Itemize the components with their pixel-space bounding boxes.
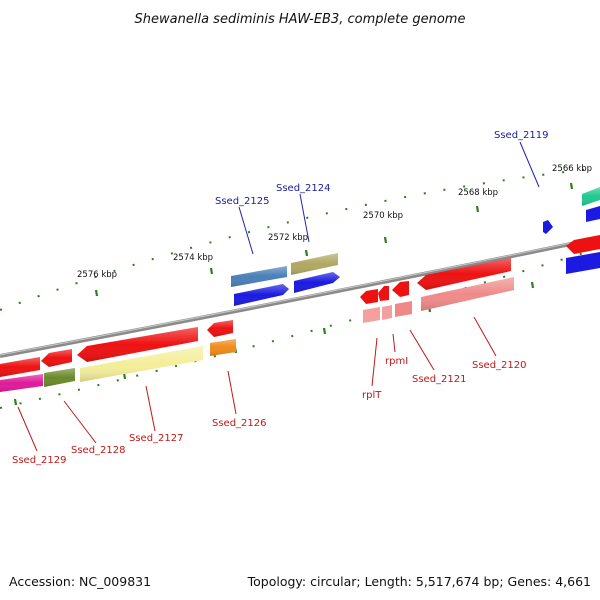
gene-edge-reverse-cds[interactable]	[566, 235, 600, 254]
gene-ssed-2124-cds[interactable]	[294, 272, 340, 293]
kbp-scale: 2576 kbp 2574 kbp 2572 kbp 2570 kbp 2568…	[77, 164, 592, 280]
kbp-label: 2576 kbp	[77, 270, 117, 280]
outer-tick-ring	[0, 167, 600, 311]
gene-ssed-2120-feature[interactable]	[421, 277, 514, 311]
gene-ssed-2125-feature[interactable]	[231, 266, 287, 287]
gene-ssed-2119-cds[interactable]	[543, 220, 553, 234]
gene-label-ssed-2124[interactable]: Ssed_2124	[276, 183, 331, 194]
gene-edge-reverse-feature[interactable]	[566, 252, 600, 274]
gene-ssed-2127-cds[interactable]	[77, 327, 198, 362]
gene-ssed-2121-cds[interactable]	[392, 281, 409, 297]
gene-ssed-2120-cds[interactable]	[417, 258, 511, 290]
gene-rplt-cds[interactable]	[360, 289, 378, 304]
gene-rplt-feature[interactable]	[363, 307, 380, 323]
accession-text: Accession: NC_009831	[9, 574, 151, 589]
gene-ssed-2129-cds[interactable]	[0, 357, 40, 377]
genome-summary-text: Topology: circular; Length: 5,517,674 bp…	[247, 574, 591, 589]
gene-ssed-2129-feature[interactable]	[0, 374, 43, 392]
kbp-label: 2568 kbp	[458, 188, 498, 198]
gene-label-rpmi[interactable]: rpmI	[385, 356, 408, 367]
gene-ssed-2127-feature[interactable]	[80, 346, 203, 382]
reverse-leader-lines	[17, 316, 497, 452]
gene-label-ssed-2129[interactable]: Ssed_2129	[12, 455, 67, 466]
gene-ssed-2125-cds[interactable]	[234, 284, 289, 306]
gene-label-ssed-2125[interactable]: Ssed_2125	[215, 196, 270, 207]
forward-leader-lines	[238, 141, 540, 255]
gene-label-rplt[interactable]: rplT	[362, 390, 382, 401]
kbp-label: 2572 kbp	[268, 233, 308, 243]
kbp-label: 2574 kbp	[173, 253, 213, 263]
gene-label-ssed-2128[interactable]: Ssed_2128	[71, 445, 126, 456]
gene-rpmi-feature[interactable]	[382, 305, 392, 320]
gene-label-ssed-2119[interactable]: Ssed_2119	[494, 130, 549, 141]
gene-edge-cds[interactable]	[586, 206, 600, 222]
map-title: Shewanella sediminis HAW-EB3, complete g…	[135, 12, 466, 27]
gene-ssed-2124-feature[interactable]	[291, 253, 338, 275]
gene-ssed-2126-feature[interactable]	[210, 339, 236, 356]
gene-ssed-2126-cds[interactable]	[207, 320, 233, 337]
gene-label-ssed-2121[interactable]: Ssed_2121	[412, 374, 467, 385]
genome-backbone	[0, 236, 600, 358]
gene-edge-feature[interactable]	[582, 187, 600, 206]
gene-ssed-2121-feature[interactable]	[395, 301, 412, 317]
gene-label-ssed-2126[interactable]: Ssed_2126	[212, 418, 267, 429]
gene-label-ssed-2120[interactable]: Ssed_2120	[472, 360, 527, 371]
reverse-strand-genes	[0, 235, 600, 392]
reverse-gene-labels: Ssed_2129 Ssed_2128 Ssed_2127 Ssed_2126 …	[12, 356, 527, 466]
forward-gene-labels: Ssed_2125 Ssed_2124 Ssed_2119	[215, 130, 549, 207]
kbp-label: 2566 kbp	[552, 164, 592, 174]
gene-label-ssed-2127[interactable]: Ssed_2127	[129, 433, 184, 444]
gene-ssed-2128-feature[interactable]	[44, 368, 75, 387]
kbp-label: 2570 kbp	[363, 211, 403, 221]
gene-ssed-2128-cds[interactable]	[41, 349, 72, 367]
gene-rpmi-cds[interactable]	[378, 286, 389, 301]
forward-strand-genes	[231, 187, 600, 306]
